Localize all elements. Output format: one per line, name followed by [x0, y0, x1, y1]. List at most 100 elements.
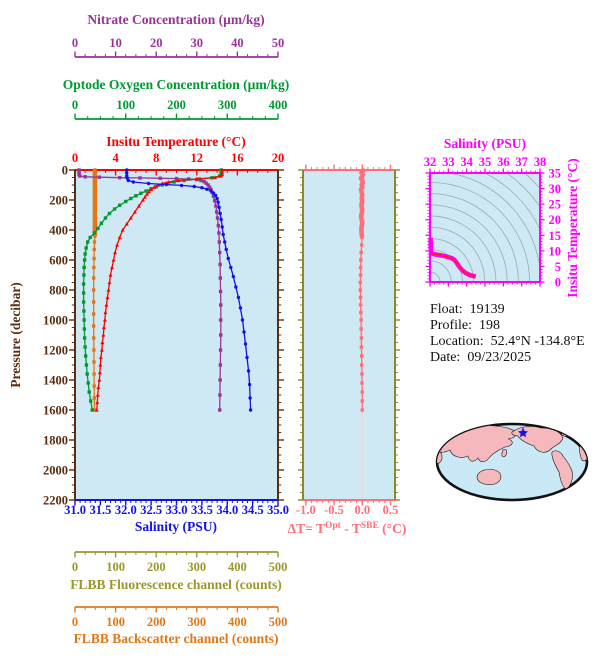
data-point — [89, 399, 93, 403]
oxygen-tick-label: 200 — [167, 98, 186, 112]
profile-line: Profile: 198 — [430, 318, 500, 333]
data-point — [91, 288, 96, 292]
data-point — [128, 215, 133, 220]
data-point — [220, 225, 224, 229]
data-point — [124, 221, 129, 226]
data-point — [174, 176, 179, 181]
fluorescence-tick-label: 400 — [228, 560, 247, 574]
data-point — [83, 175, 87, 179]
delta-t-plot-area — [303, 170, 395, 500]
ts-salinity-tick-label: 35 — [479, 155, 492, 169]
data-point — [217, 231, 221, 235]
data-point — [134, 194, 138, 198]
data-point — [218, 276, 223, 280]
data-point — [107, 280, 112, 285]
data-point — [87, 390, 91, 394]
salinity-tick-label: 33.5 — [191, 503, 213, 517]
data-point — [81, 300, 86, 304]
ts-temperature-tick-label: 30 — [549, 182, 562, 196]
data-point — [86, 381, 90, 385]
pressure-axis-title: Pressure (decibar) — [8, 282, 23, 388]
data-point — [359, 183, 364, 187]
data-point — [132, 209, 137, 214]
data-point — [147, 189, 152, 194]
ts-salinity-tick-label: 37 — [515, 155, 528, 169]
data-point — [202, 180, 206, 184]
data-point — [218, 262, 222, 267]
data-point — [92, 247, 96, 252]
float-info-block: Float: 19139 Profile: 198 Location: 52.4°N … — [430, 302, 585, 365]
data-point — [93, 198, 97, 202]
pressure-tick-label: 1200 — [43, 344, 68, 358]
undefined-tick-label: -0.5 — [324, 503, 344, 517]
data-point — [360, 399, 364, 403]
data-point — [359, 354, 364, 358]
data-point — [248, 396, 252, 400]
data-point — [93, 210, 97, 214]
data-point — [106, 287, 111, 292]
backscatter-tick-label: 200 — [147, 615, 166, 629]
data-point — [124, 199, 128, 204]
data-point — [93, 204, 97, 208]
fluorescence-tick-label: 0 — [72, 560, 78, 574]
data-point — [360, 235, 364, 240]
data-point — [78, 174, 82, 178]
data-point — [236, 295, 241, 300]
data-point — [172, 180, 176, 184]
main-plot-series — [77, 167, 253, 412]
data-point — [96, 385, 101, 390]
data-point — [107, 211, 112, 216]
data-point — [215, 216, 220, 220]
ts-salinity-tick-label: 38 — [534, 155, 547, 169]
data-point — [92, 265, 96, 270]
salinity-tick-label: 34.5 — [242, 503, 264, 517]
data-point — [117, 175, 122, 180]
salinity-tick-label: 31.0 — [64, 503, 86, 517]
data-point — [91, 276, 96, 280]
backscatter-tick-label: 300 — [187, 615, 206, 629]
data-point — [359, 232, 364, 236]
data-point — [164, 182, 169, 187]
data-point — [358, 265, 363, 270]
data-point — [359, 243, 364, 247]
data-point — [359, 224, 364, 228]
data-point — [166, 179, 171, 184]
data-point — [93, 222, 97, 226]
data-point — [92, 256, 96, 261]
oxygen-tick-label: 400 — [269, 98, 288, 112]
data-point — [100, 340, 105, 345]
data-point — [85, 240, 90, 244]
data-point — [359, 176, 363, 180]
data-point — [96, 226, 100, 231]
ts-salinity-tick-label: 33 — [442, 155, 455, 169]
data-point — [360, 208, 364, 213]
data-point — [92, 231, 96, 235]
data-point — [204, 181, 208, 185]
data-point — [112, 207, 117, 211]
data-point — [231, 274, 236, 279]
data-point — [92, 348, 96, 352]
data-point — [138, 176, 142, 180]
data-point — [360, 199, 364, 204]
data-point — [216, 223, 221, 228]
ts-temperature-tick-label: 15 — [549, 229, 562, 243]
backscatter-tick-label: 400 — [228, 615, 247, 629]
nitrate-tick-label: 0 — [72, 36, 78, 50]
data-point — [358, 280, 362, 285]
data-point — [218, 348, 223, 352]
ts-track-core — [429, 237, 476, 278]
data-point — [82, 273, 86, 277]
data-point — [211, 194, 216, 198]
data-point — [359, 250, 363, 255]
data-point — [91, 300, 96, 304]
data-point — [93, 192, 97, 196]
data-point — [360, 185, 364, 189]
salinity-tick-label: 35.0 — [267, 503, 289, 517]
data-point — [229, 265, 233, 270]
data-point — [82, 265, 86, 270]
data-point — [192, 184, 196, 189]
nitrate-tick-label: 20 — [150, 36, 163, 50]
salinity-tick-label: 31.5 — [89, 503, 111, 517]
data-point — [99, 221, 104, 225]
